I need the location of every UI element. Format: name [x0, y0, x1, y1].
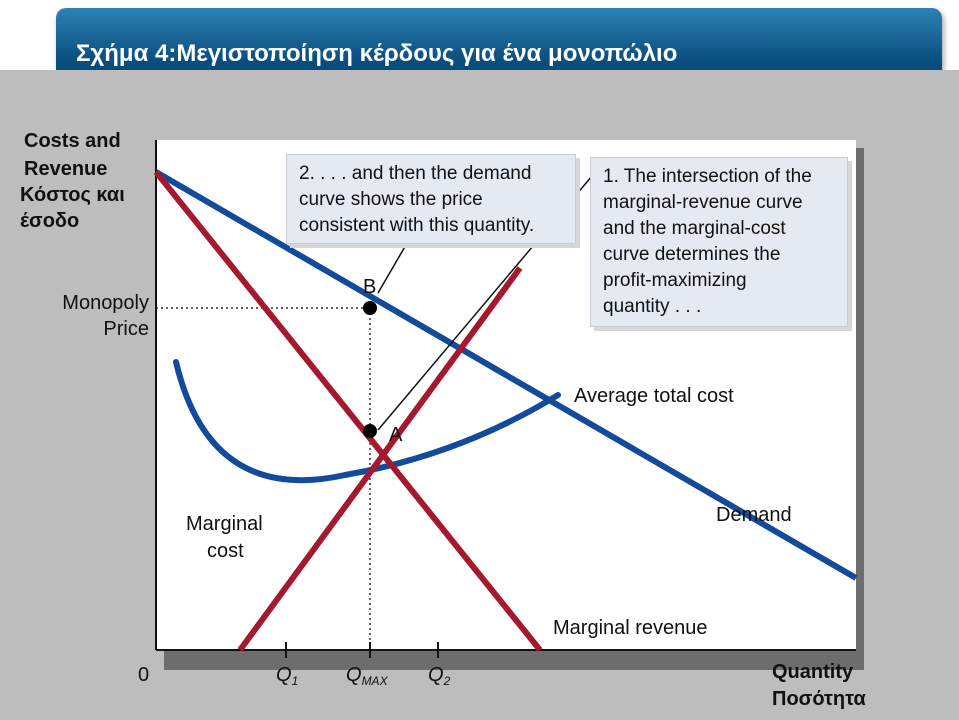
y-axis-title-line2: Revenue [24, 158, 108, 180]
x-axis-title: Quantity [772, 661, 854, 683]
marginal-revenue-curve [153, 170, 543, 652]
marginal-cost-label-line2: cost [207, 540, 244, 562]
x-axis-title-greek: Ποσότητα [772, 688, 866, 710]
y-axis-title-line1: Costs and [24, 130, 121, 152]
callout-right-line: curve determines the [603, 244, 781, 265]
monopoly-price-label-line2: Price [103, 318, 149, 340]
x-tick-label-q2: Q2 [428, 664, 451, 688]
callout-demand-price: 2. . . . and then the demand curve shows… [286, 154, 576, 244]
callout-right-line: 1. The intersection of the [603, 166, 812, 187]
x-tick-label-q1: Q1 [276, 664, 299, 688]
origin-label: 0 [138, 664, 150, 686]
monopoly-price-label-line1: Monopoly [62, 292, 149, 314]
average-total-cost-curve [173, 359, 561, 484]
callout-right-line: quantity . . . [603, 296, 702, 317]
callout-right-line: and the marginal-cost [603, 218, 786, 239]
callout-left-leader [377, 237, 411, 294]
point-a-label: A [389, 424, 403, 446]
y-axis-title-greek-line2: έσοδο [20, 210, 80, 232]
point-a-marker [363, 424, 377, 438]
demand-curve [154, 169, 858, 581]
callout-left-line: consistent with this quantity. [299, 215, 535, 236]
average-total-cost-label: Average total cost [574, 385, 734, 407]
y-axis-title-greek-line1: Κόστος και [20, 184, 125, 206]
marginal-cost-curve [237, 266, 523, 652]
slide-title: Σχήμα 4:Μεγιστοποίηση κέρδους για ένα μο… [76, 40, 678, 67]
callout-right-line: profit-maximizing [603, 270, 747, 291]
callout-mr-mc-intersection: 1. The intersection of the marginal-reve… [590, 157, 848, 327]
callout-left-line: 2. . . . and then the demand [299, 163, 532, 184]
marginal-revenue-label: Marginal revenue [553, 617, 708, 639]
callout-left-line: curve shows the price [299, 189, 483, 210]
x-tick-label-qmax: QMAX [346, 664, 388, 688]
marginal-cost-label-line1: Marginal [186, 513, 263, 535]
demand-label: Demand [716, 504, 792, 526]
point-b-marker [363, 301, 377, 315]
point-b-label: B [363, 276, 377, 298]
callout-right-line: marginal-revenue curve [603, 192, 803, 213]
